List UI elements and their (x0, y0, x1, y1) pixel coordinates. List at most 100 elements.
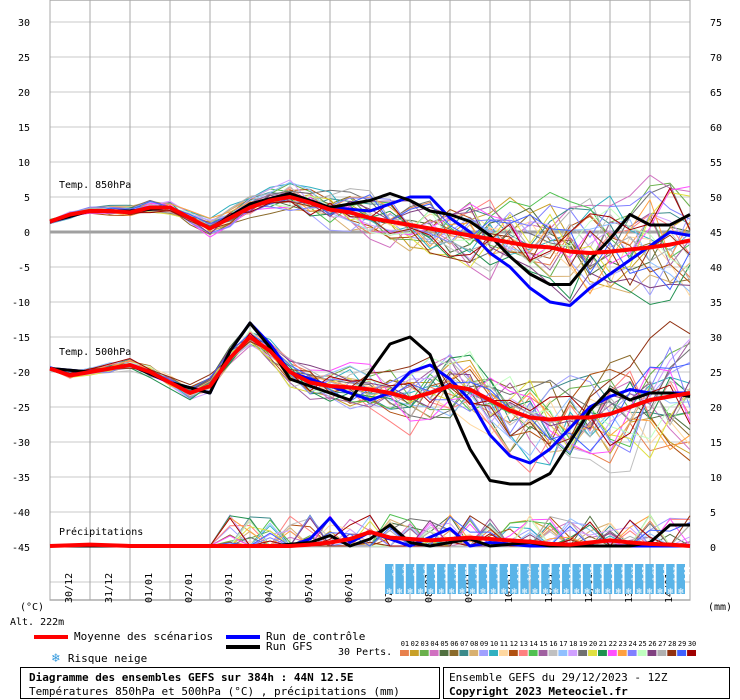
legend-control-swatch (226, 635, 260, 639)
snow-risk-value: 16% (630, 566, 639, 581)
pert-number: 19 (579, 640, 587, 648)
snowflake-icon: ❄ (418, 587, 424, 597)
pert-swatch (499, 650, 508, 656)
snowflake-icon: ❄ (439, 587, 445, 597)
left-tick-label: -40 (12, 508, 30, 519)
pert-number: 12 (510, 640, 518, 648)
left-tick-label: 30 (18, 18, 30, 29)
right-tick-label: 35 (710, 298, 722, 309)
pert-number: 30 (688, 640, 696, 648)
footer-run-box: Ensemble GEFS du 29/12/2023 - 12Z Copyri… (443, 667, 730, 699)
snowflake-icon: ❄ (626, 587, 632, 597)
x-tick-label: 05/01 (304, 573, 315, 603)
snow-risk-value: 20% (526, 566, 535, 581)
snow-risk-value: 13% (494, 566, 503, 581)
snow-risk-bar (603, 564, 613, 594)
left-tick-label: 20 (18, 88, 30, 99)
snow-risk-value: 10% (619, 566, 628, 581)
pert-number: 18 (569, 640, 577, 648)
pert-number: 25 (638, 640, 646, 648)
snowflake-icon: ❄ (574, 587, 580, 597)
snow-risk-bar (541, 564, 550, 594)
snow-risk-value: 10% (442, 566, 451, 581)
pert-swatch (449, 650, 459, 656)
pert-swatch (479, 650, 489, 656)
snowflake-icon: ❄ (595, 587, 601, 597)
legend-gfs-label: Run GFS (266, 640, 313, 653)
snow-risk-value: 10% (484, 566, 493, 581)
right-axis-unit: (mm) (708, 602, 732, 613)
snow-risk-bar (385, 564, 394, 594)
pert-swatch (439, 650, 449, 656)
snowflake-icon: ❄ (470, 587, 476, 597)
pert-swatch (637, 650, 647, 656)
pert-swatch (548, 650, 558, 656)
pert-number: 14 (529, 640, 537, 648)
series-line-t500 (49, 335, 691, 422)
pert-number: 10 (490, 640, 498, 648)
pert-swatch (489, 650, 498, 656)
x-tick-label: 02/01 (184, 573, 195, 603)
pert-number: 24 (628, 640, 636, 648)
snow-risk-bar (562, 564, 571, 594)
right-tick-label: 60 (710, 123, 722, 134)
legend-mean: Moyenne des scénarios (34, 631, 213, 643)
series-line-t850 (49, 195, 691, 255)
pert-number: 11 (500, 640, 508, 648)
right-tick-label: 45 (710, 228, 722, 239)
snowflake-icon: ❄ (491, 587, 497, 597)
snowflake-icon: ❄ (564, 587, 570, 597)
snow-risk-bar (468, 564, 477, 594)
snowflake-icon: ❄ (52, 651, 60, 666)
pert-number: 21 (599, 640, 607, 648)
footer-title: Diagramme des ensembles GEFS sur 384h : … (29, 671, 354, 684)
pert-swatch (558, 650, 568, 656)
perturbation-line (49, 188, 691, 282)
pert-number: 22 (609, 640, 617, 648)
pert-number: 08 (470, 640, 478, 648)
pert-swatch (538, 650, 548, 656)
snow-risk-bar (499, 564, 508, 594)
snowflake-icon: ❄ (522, 587, 528, 597)
pert-number: 01 (401, 640, 409, 648)
snow-risk-bar (416, 564, 425, 594)
snow-risk-bar (457, 564, 467, 594)
pert-swatch (667, 650, 677, 656)
pert-swatch (409, 650, 419, 656)
altitude-label: Alt. 222m (10, 617, 64, 628)
snowflake-icon: ❄ (407, 587, 413, 597)
right-tick-label: 30 (710, 333, 722, 344)
pert-number: 29 (678, 640, 686, 648)
left-tick-label: -30 (12, 438, 30, 449)
pert-number: 20 (589, 640, 597, 648)
left-tick-label: 0 (24, 228, 30, 239)
snow-risk-value: 16% (567, 566, 576, 581)
snowflake-icon: ❄ (459, 587, 465, 597)
label-precip: Précipitations (59, 526, 143, 538)
right-tick-label: 50 (710, 193, 722, 204)
pert-swatch (617, 650, 627, 656)
pert-swatch (429, 650, 439, 656)
right-tick-label: 70 (710, 53, 722, 64)
snow-risk-row: 3% ❄ 6% ❄ 6% ❄ 3% ❄ 10% ❄ 10% ❄ 10% ❄ 13% ❄ 13% ❄ 10% ❄ 13% ❄… (385, 564, 691, 597)
snow-risk-bar (395, 564, 404, 594)
label-t500: Temp. 500hPa (59, 347, 131, 358)
snow-risk-value: 10% (432, 566, 441, 581)
pert-swatch (508, 650, 518, 656)
x-tick-label: 30/12 (64, 573, 75, 603)
perturbation-line (49, 194, 691, 291)
snow-risk-bar (489, 564, 498, 594)
snowflake-icon: ❄ (647, 587, 653, 597)
pert-swatch (598, 650, 607, 656)
snow-risk-bar (655, 564, 665, 594)
pert-swatch (518, 650, 528, 656)
snowflake-icon: ❄ (449, 587, 455, 597)
legend-gfs-swatch (226, 645, 260, 649)
footer-run: Ensemble GEFS du 29/12/2023 - 12Z (449, 671, 668, 684)
legend-control: Run de contrôle (226, 631, 365, 643)
footer-copyright: Copyright 2023 Meteociel.fr (449, 685, 628, 698)
pert-swatch (400, 650, 409, 656)
snowflake-icon: ❄ (678, 587, 684, 597)
left-tick-label: 10 (18, 158, 30, 169)
